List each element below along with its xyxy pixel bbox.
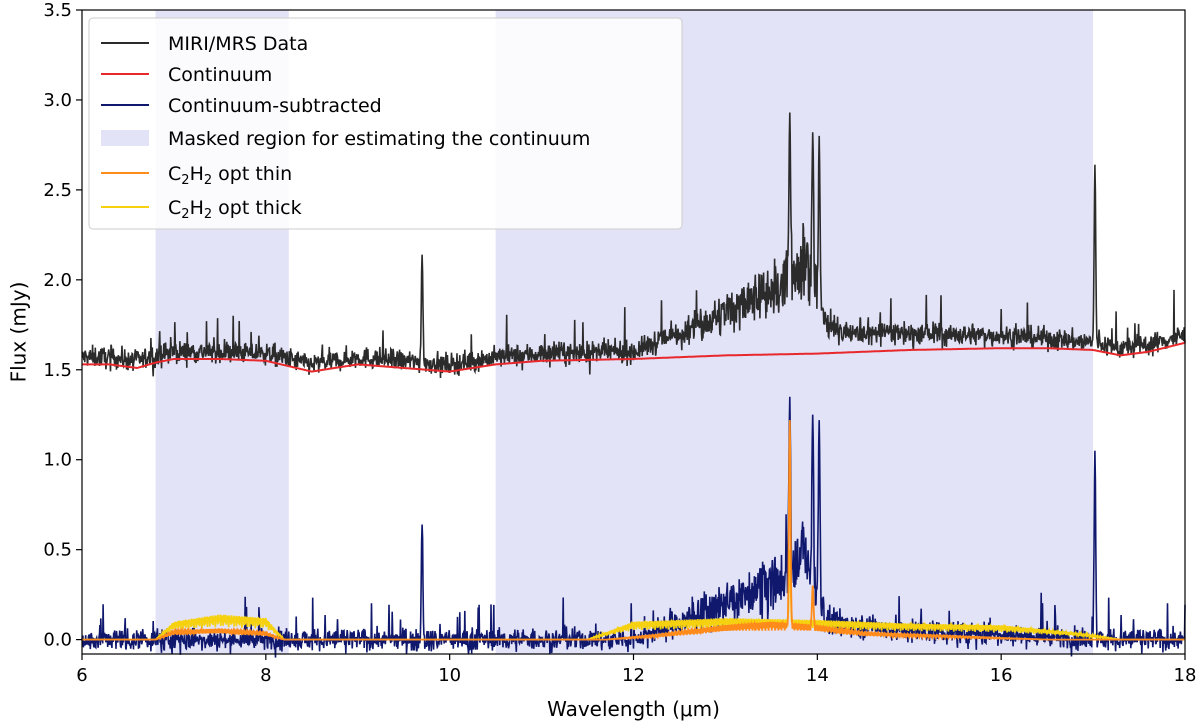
series-miri-mrs-data [81,112,1186,379]
legend-label-c2h2-opt-thin: C2H2 opt thin [168,163,292,188]
y-axis-title: Flux (mJy) [7,282,31,383]
series-continuum [82,341,1186,373]
y-tick-label: 1.5 [43,360,72,381]
plot-lines [81,112,1186,658]
x-tick-label: 14 [806,665,829,686]
y-tick-label: 3.5 [43,0,72,21]
legend: MIRI/MRS Data Continuum Continuum-subtra… [88,17,683,230]
x-tick-label: 6 [76,665,87,686]
x-tick-label: 16 [990,665,1013,686]
legend-label-miri-data: MIRI/MRS Data [168,33,308,55]
axis-ticks: 6 8 10 12 14 16 18 0.0 0.5 1.0 1.5 2.0 2.5 3.0 3.5 [43,0,1196,686]
x-tick-label: 18 [1174,665,1197,686]
y-tick-label: 2.5 [43,180,72,201]
y-tick-label: 1.0 [43,450,72,471]
legend-label-continuum: Continuum [168,64,272,86]
legend-frame [88,17,683,230]
x-tick-label: 12 [622,665,645,686]
y-tick-label: 3.0 [43,90,72,111]
legend-label-masked-region: Masked region for estimating the continu… [168,128,590,150]
x-axis-title: Wavelength (μm) [547,697,720,721]
x-tick-label: 8 [260,665,271,686]
legend-label-c2h2-opt-thick: C2H2 opt thick [168,197,302,222]
series-c2h2-opt-thin [82,420,1185,641]
x-tick-label: 10 [438,665,461,686]
series-c2h2-opt-thick [82,549,1185,642]
y-tick-label: 2.0 [43,270,72,291]
legend-label-continuum-subtracted: Continuum-subtracted [168,95,382,117]
y-tick-label: 0.0 [43,630,72,651]
legend-swatch-masked-region [101,130,149,146]
y-tick-label: 0.5 [43,540,72,561]
